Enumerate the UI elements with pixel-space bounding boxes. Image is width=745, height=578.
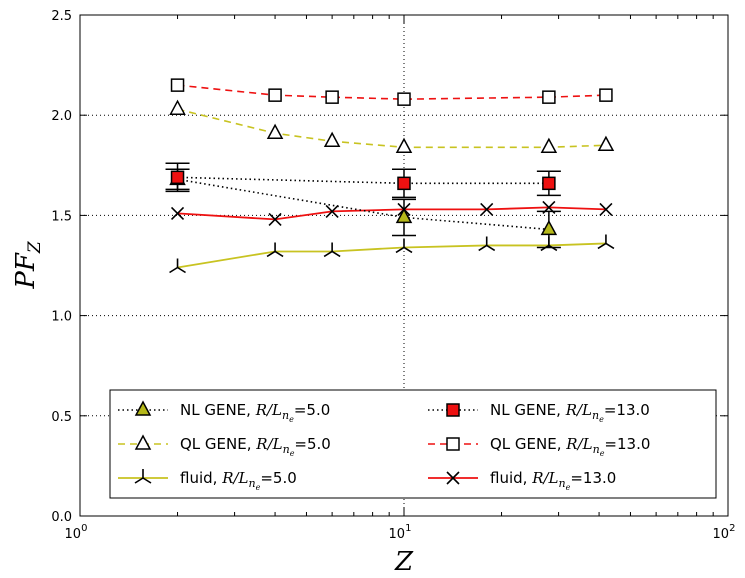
data-point-ql5 <box>540 137 558 154</box>
data-point-fluid13 <box>268 212 282 226</box>
data-point-ql5 <box>169 99 186 115</box>
x-tick-label: 100 <box>65 523 88 542</box>
series-line-fluid13 <box>177 206 606 221</box>
y-tick-label: 0.5 <box>51 410 72 425</box>
data-point-fluid13 <box>480 202 494 216</box>
legend-entry-fluid5: fluid, R/Lne=5.0 <box>118 469 297 492</box>
x-axis-label: Z <box>394 547 414 577</box>
data-point-ql5 <box>395 137 413 154</box>
data-point-ql13 <box>397 92 411 106</box>
data-point-ql13 <box>268 88 282 102</box>
y-tick-label: 1.5 <box>51 209 72 224</box>
data-point-ql13 <box>325 90 339 104</box>
x-tick-label: 102 <box>713 523 736 542</box>
y-axis-label: PFZ <box>11 240 45 290</box>
data-point-nl5 <box>395 207 413 224</box>
y-tick-label: 2.5 <box>51 9 72 24</box>
legend: NL GENE, R/Lne=5.0 NL GENE, R/Lne=13.0 QL … <box>109 389 717 499</box>
y-tick-label: 1.0 <box>51 310 72 325</box>
data-point-fluid13 <box>325 204 339 218</box>
legend-entry-ql13: QL GENE, R/Lne=13.0 <box>428 435 650 458</box>
legend-marker-nl13 <box>446 403 460 417</box>
data-point-fluid5 <box>395 238 413 254</box>
legend-marker-fluid13 <box>446 471 460 485</box>
legend-label-ql13: QL GENE, R/Lne=13.0 <box>490 435 650 458</box>
data-point-fluid5 <box>169 258 186 274</box>
data-point-fluid5 <box>540 236 558 252</box>
legend-label-fluid13: fluid, R/Lne=13.0 <box>490 469 616 492</box>
data-point-fluid5 <box>478 236 496 252</box>
data-point-nl5 <box>540 219 558 236</box>
series-layer <box>165 78 615 274</box>
y-tick-label: 2.0 <box>51 109 72 124</box>
legend-marker-nl5 <box>134 400 152 416</box>
data-point-nl13 <box>170 170 185 185</box>
data-point-fluid5 <box>323 242 341 258</box>
series-line-nl13 <box>177 176 549 185</box>
data-point-nl13 <box>397 176 411 191</box>
data-point-nl13 <box>542 176 556 191</box>
legend-marker-fluid5 <box>134 469 152 484</box>
data-point-ql13 <box>599 88 613 102</box>
data-point-ql13 <box>170 78 185 92</box>
data-point-fluid5 <box>266 242 284 258</box>
legend-label-fluid5: fluid, R/Lne=5.0 <box>180 469 297 492</box>
legend-box <box>109 389 717 499</box>
y-tick-label: 0.0 <box>51 510 72 525</box>
series-line-ql13 <box>177 84 606 100</box>
legend-entry-fluid13: fluid, R/Lne=13.0 <box>428 469 616 492</box>
x-tick-label: 101 <box>389 523 412 542</box>
legend-label-nl13: NL GENE, R/Lne=13.0 <box>490 401 650 424</box>
legend-entry-nl13: NL GENE, R/Lne=13.0 <box>428 401 650 424</box>
data-point-fluid13 <box>542 200 556 214</box>
legend-label-nl5: NL GENE, R/Lne=5.0 <box>180 401 330 424</box>
data-point-fluid5 <box>597 234 615 250</box>
data-point-ql5 <box>266 123 284 139</box>
axis-ticks: 0.0 0.5 1.0 1.5 2.0 2.5 100 101 102 <box>51 9 735 542</box>
data-point-fluid13 <box>599 202 613 216</box>
series-line-ql5 <box>177 108 606 149</box>
legend-marker-ql5 <box>134 434 152 450</box>
legend-marker-ql13 <box>446 437 460 451</box>
legend-label-ql5: QL GENE, R/Lne=5.0 <box>180 435 331 458</box>
legend-entry-nl5: NL GENE, R/Lne=5.0 <box>118 400 330 424</box>
series-line-nl5 <box>177 178 549 231</box>
data-point-ql5 <box>323 131 341 148</box>
data-point-fluid13 <box>170 206 185 220</box>
legend-entry-ql5: QL GENE, R/Lne=5.0 <box>118 434 331 458</box>
data-point-ql13 <box>542 90 556 104</box>
data-point-ql5 <box>597 135 615 152</box>
